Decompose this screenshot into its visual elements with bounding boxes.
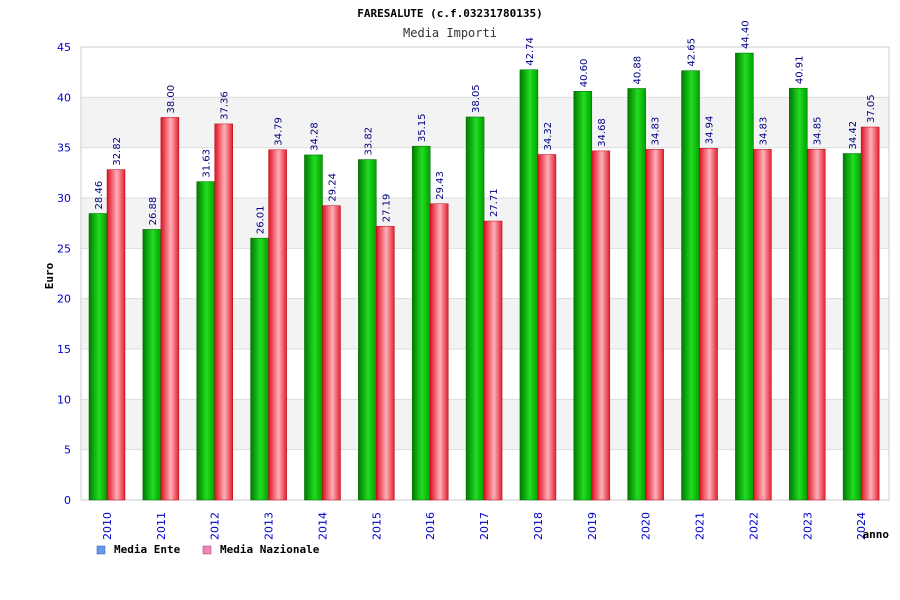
- legend-swatch-nazionale: [202, 545, 212, 555]
- legend-label-ente: Media Ente: [114, 543, 181, 556]
- bar-media-nazionale: [699, 148, 718, 501]
- bars: [88, 52, 880, 501]
- x-tick-label: 2012: [209, 512, 222, 540]
- bar-media-nazionale: [106, 169, 126, 501]
- x-tick-label: 2011: [155, 512, 168, 540]
- bar-media-nazionale: [860, 126, 880, 501]
- data-label: 31.63: [202, 149, 213, 178]
- x-tick-label: 2016: [424, 512, 437, 540]
- y-tick-label: 30: [57, 192, 71, 205]
- bar-media-ente: [842, 153, 862, 501]
- y-tick-label: 25: [57, 242, 71, 255]
- x-tick-label: 2010: [101, 512, 114, 540]
- legend: Media Ente Media Nazionale: [96, 543, 320, 556]
- x-tick-label: 2020: [640, 512, 653, 540]
- legend-swatch-ente: [96, 545, 106, 555]
- bar-media-nazionale: [537, 154, 557, 501]
- data-label: 27.71: [489, 188, 500, 217]
- bar-media-ente: [789, 87, 808, 501]
- legend-label-nazionale: Media Nazionale: [220, 543, 320, 556]
- data-label: 26.01: [256, 206, 267, 235]
- bar-media-nazionale: [753, 149, 772, 501]
- data-label: 37.36: [220, 91, 231, 120]
- data-label: 35.15: [417, 114, 428, 143]
- x-axis-ticks: 2010 2011 2012 2013 2014 2015 2016 2017 2018 2019…: [101, 512, 868, 540]
- data-label: 42.74: [525, 37, 536, 66]
- data-label: 38.05: [471, 84, 482, 113]
- bar-media-nazionale: [268, 149, 287, 501]
- x-tick-label: 2019: [586, 512, 599, 540]
- x-axis-label: anno: [863, 528, 890, 541]
- chart-subtitle: Media Importi: [403, 26, 497, 40]
- data-label: 40.91: [794, 56, 805, 85]
- data-label: 29.24: [327, 173, 338, 202]
- bar-media-nazionale: [483, 220, 503, 501]
- x-tick-label: 2014: [316, 512, 329, 540]
- y-tick-label: 20: [57, 293, 71, 306]
- bar-media-nazionale: [376, 226, 395, 501]
- bar-media-nazionale: [645, 149, 664, 501]
- bar-media-ente: [465, 116, 485, 501]
- data-label: 34.79: [274, 117, 285, 146]
- bar-media-nazionale: [429, 203, 449, 501]
- y-axis-ticks: 0 5 10 15 20 25 30 35 40 45: [57, 41, 71, 507]
- bar-media-ente: [250, 237, 269, 501]
- x-tick-label: 2017: [478, 512, 491, 540]
- data-label: 28.46: [94, 181, 105, 210]
- data-label: 40.88: [633, 56, 644, 85]
- data-label: 34.85: [812, 117, 823, 146]
- y-tick-label: 45: [57, 41, 71, 54]
- data-labels: 28.46 32.82 26.88 38.00 31.63 37.36 26.01 34.79…: [94, 20, 877, 234]
- bar-media-nazionale: [807, 148, 826, 501]
- y-tick-label: 35: [57, 142, 71, 155]
- y-tick-label: 0: [64, 494, 71, 507]
- x-tick-label: 2021: [694, 512, 707, 540]
- data-label: 26.88: [148, 197, 159, 226]
- bar-media-nazionale: [214, 123, 233, 501]
- data-label: 34.32: [543, 122, 554, 151]
- x-tick-label: 2018: [532, 512, 545, 540]
- bar-media-ente: [304, 154, 323, 501]
- bar-media-ente: [358, 159, 377, 501]
- data-label: 34.94: [705, 116, 716, 145]
- data-label: 40.60: [579, 59, 590, 88]
- y-tick-label: 15: [57, 343, 71, 356]
- data-label: 34.42: [848, 121, 859, 150]
- data-label: 37.05: [866, 94, 877, 123]
- bar-media-nazionale: [591, 150, 611, 501]
- bar-media-ente: [88, 213, 108, 501]
- x-tick-label: 2013: [263, 512, 276, 540]
- data-label: 34.83: [651, 117, 662, 146]
- bar-media-ente: [681, 70, 700, 501]
- x-tick-label: 2024: [855, 512, 868, 540]
- data-label: 32.82: [112, 137, 123, 166]
- bar-media-ente: [519, 69, 539, 501]
- y-axis-label: Euro: [43, 262, 56, 289]
- y-tick-label: 10: [57, 393, 71, 406]
- data-label: 33.82: [363, 127, 374, 156]
- data-label: 42.65: [687, 38, 698, 67]
- bar-media-ente: [411, 145, 431, 501]
- data-label: 27.19: [381, 194, 392, 223]
- bar-media-ente: [627, 88, 646, 501]
- data-label: 38.00: [166, 85, 177, 114]
- data-label: 34.83: [758, 117, 769, 146]
- bar-media-nazionale: [160, 117, 180, 501]
- bar-media-nazionale: [322, 205, 341, 501]
- bar-media-ente: [142, 229, 162, 501]
- data-label: 29.43: [435, 171, 446, 200]
- bar-media-ente: [735, 52, 754, 501]
- x-tick-label: 2023: [801, 512, 814, 540]
- data-label: 34.28: [309, 122, 320, 151]
- y-tick-label: 5: [64, 444, 71, 457]
- chart-title: FARESALUTE (c.f.03231780135): [357, 7, 542, 20]
- data-label: 34.68: [597, 118, 608, 147]
- y-tick-label: 40: [57, 91, 71, 104]
- bar-media-ente: [573, 91, 593, 501]
- x-tick-label: 2022: [747, 512, 760, 540]
- data-label: 44.40: [740, 20, 751, 49]
- bar-media-ente: [196, 181, 215, 501]
- x-tick-label: 2015: [370, 512, 383, 540]
